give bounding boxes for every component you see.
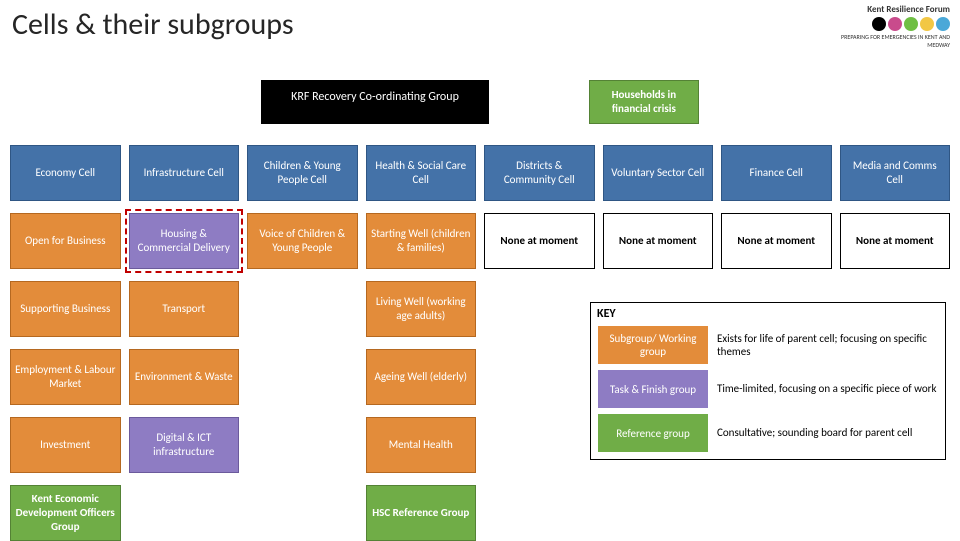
key-swatch-subgroup: Subgroup/ Working group — [597, 325, 709, 365]
cell-infrastructure: Infrastructure Cell — [129, 145, 240, 201]
ageing-well: Ageing Well (elderly) — [366, 349, 477, 405]
top-row: KRF Recovery Co-ordinating Group Househo… — [0, 80, 960, 124]
key-desc-subgroup: Exists for life of parent cell; focusing… — [717, 332, 939, 358]
key-row-subgroup: Subgroup/ Working group Exists for life … — [597, 325, 939, 365]
key-desc-ref: Consultative; sounding board for parent … — [717, 426, 912, 439]
cell-children: Children & Young People Cell — [247, 145, 358, 201]
key-title: KEY — [597, 307, 939, 321]
digital-ict: Digital & ICT infrastructure — [129, 417, 240, 473]
voice-children: Voice of Children & Young People — [247, 213, 358, 269]
key-desc-task: Time-limited, focusing on a specific pie… — [717, 382, 937, 395]
none-districts: None at moment — [484, 213, 595, 269]
open-for-business: Open for Business — [10, 213, 121, 269]
logo-icons — [830, 17, 950, 31]
none-voluntary: None at moment — [603, 213, 714, 269]
key-swatch-task: Task & Finish group — [597, 369, 709, 409]
logo-dot — [920, 17, 934, 31]
employment-labour: Employment & Labour Market — [10, 349, 121, 405]
transport: Transport — [129, 281, 240, 337]
logo-tagline: PREPARING FOR EMERGENCIES IN KENT AND ME… — [830, 33, 950, 49]
logo-dot — [904, 17, 918, 31]
cell-finance: Finance Cell — [721, 145, 832, 201]
cell-health: Health & Social Care Cell — [366, 145, 477, 201]
living-well: Living Well (working age adults) — [366, 281, 477, 337]
environment-waste: Environment & Waste — [129, 349, 240, 405]
kent-edo-group: Kent Economic Development Officers Group — [10, 485, 121, 541]
logo-dot — [872, 17, 886, 31]
none-finance: None at moment — [721, 213, 832, 269]
coord-group-box: KRF Recovery Co-ordinating Group — [261, 80, 489, 124]
mental-health: Mental Health — [366, 417, 477, 473]
supporting-business: Supporting Business — [10, 281, 121, 337]
logo-dot — [888, 17, 902, 31]
housing-commercial: Housing & Commercial Delivery — [129, 213, 240, 269]
cell-voluntary: Voluntary Sector Cell — [603, 145, 714, 201]
investment: Investment — [10, 417, 121, 473]
key-box: KEY Subgroup/ Working group Exists for l… — [590, 302, 946, 460]
households-box: Households in financial crisis — [589, 80, 699, 124]
hsc-reference-group: HSC Reference Group — [366, 485, 477, 541]
cell-media: Media and Comms Cell — [840, 145, 951, 201]
key-swatch-ref: Reference group — [597, 413, 709, 453]
logo: Kent Resilience Forum PREPARING FOR EMER… — [830, 4, 950, 49]
key-row-ref: Reference group Consultative; sounding b… — [597, 413, 939, 453]
page-title: Cells & their subgroups — [12, 6, 294, 43]
logo-dot — [936, 17, 950, 31]
cell-economy: Economy Cell — [10, 145, 121, 201]
cell-districts: Districts & Community Cell — [484, 145, 595, 201]
none-media: None at moment — [840, 213, 951, 269]
key-row-task: Task & Finish group Time-limited, focusi… — [597, 369, 939, 409]
logo-text: Kent Resilience Forum — [830, 4, 950, 15]
starting-well: Starting Well (children & families) — [366, 213, 477, 269]
